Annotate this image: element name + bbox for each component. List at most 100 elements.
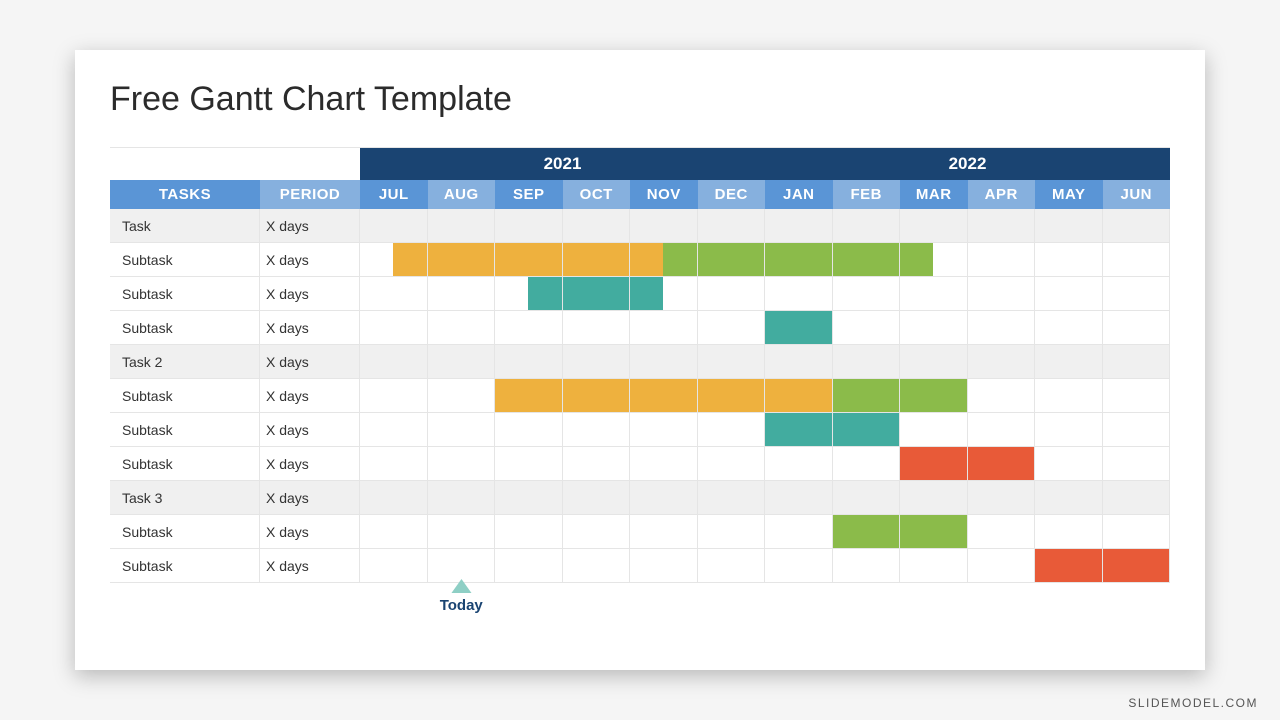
gantt-cell-r3-m10 xyxy=(1035,311,1103,345)
task-period-10: X days xyxy=(260,549,360,583)
gantt-cell-r2-m8 xyxy=(900,277,968,311)
gantt-cell-r10-m8 xyxy=(900,549,968,583)
gantt-cell-r0-m5 xyxy=(698,209,766,243)
gantt-cell-r5-m4 xyxy=(630,379,698,413)
gantt-cell-r10-m5 xyxy=(698,549,766,583)
gantt-bar-segment xyxy=(528,379,561,412)
gantt-cell-r3-m7 xyxy=(833,311,901,345)
gantt-cell-r2-m0 xyxy=(360,277,428,311)
gantt-cell-r5-m8 xyxy=(900,379,968,413)
gantt-cell-r2-m2 xyxy=(495,277,563,311)
gantt-cell-r10-m1 xyxy=(428,549,496,583)
task-name-7: Subtask xyxy=(110,447,260,481)
gantt-cell-r2-m1 xyxy=(428,277,496,311)
gantt-bar-segment xyxy=(866,515,899,548)
gantt-cell-r9-m4 xyxy=(630,515,698,549)
gantt-bar-segment xyxy=(798,311,831,344)
gantt-cell-r5-m5 xyxy=(698,379,766,413)
gantt-cell-r10-m10 xyxy=(1035,549,1103,583)
gantt-cell-r1-m7 xyxy=(833,243,901,277)
gantt-cell-r9-m9 xyxy=(968,515,1036,549)
gantt-cell-r10-m6 xyxy=(765,549,833,583)
gantt-bar-segment xyxy=(393,243,426,276)
gantt-cell-r3-m2 xyxy=(495,311,563,345)
gantt-bar-segment xyxy=(663,379,696,412)
gantt-cell-r0-m1 xyxy=(428,209,496,243)
gantt-cell-r4-m11 xyxy=(1103,345,1171,379)
task-name-0: Task xyxy=(110,209,260,243)
gantt-cell-r8-m10 xyxy=(1035,481,1103,515)
gantt-bar-segment xyxy=(563,379,596,412)
gantt-cell-r4-m2 xyxy=(495,345,563,379)
gantt-cell-r3-m11 xyxy=(1103,311,1171,345)
gantt-bar-segment xyxy=(765,413,798,446)
gantt-cell-r8-m8 xyxy=(900,481,968,515)
year-header-1: 2022 xyxy=(765,148,1170,180)
gantt-cell-r9-m0 xyxy=(360,515,428,549)
gantt-bar-segment xyxy=(698,379,731,412)
gantt-bar-segment xyxy=(731,379,764,412)
gantt-cell-r6-m9 xyxy=(968,413,1036,447)
gantt-bar-segment xyxy=(1035,549,1068,582)
month-header-apr: APR xyxy=(968,180,1036,209)
task-name-4: Task 2 xyxy=(110,345,260,379)
gantt-cell-r3-m0 xyxy=(360,311,428,345)
gantt-cell-r2-m7 xyxy=(833,277,901,311)
gantt-bar-segment xyxy=(798,413,831,446)
gantt-cell-r8-m4 xyxy=(630,481,698,515)
gantt-bar-segment xyxy=(833,515,866,548)
gantt-cell-r0-m9 xyxy=(968,209,1036,243)
month-header-aug: AUG xyxy=(428,180,496,209)
gantt-cell-r9-m8 xyxy=(900,515,968,549)
gantt-cell-r6-m10 xyxy=(1035,413,1103,447)
gantt-cell-r2-m6 xyxy=(765,277,833,311)
month-header-sep: SEP xyxy=(495,180,563,209)
gantt-cell-r1-m9 xyxy=(968,243,1036,277)
gantt-cell-r1-m11 xyxy=(1103,243,1171,277)
gantt-cell-r0-m4 xyxy=(630,209,698,243)
gantt-cell-r9-m11 xyxy=(1103,515,1171,549)
gantt-bar-segment xyxy=(968,447,1001,480)
gantt-cell-r8-m0 xyxy=(360,481,428,515)
gantt-cell-r8-m3 xyxy=(563,481,631,515)
month-header-feb: FEB xyxy=(833,180,901,209)
gantt-bar-segment xyxy=(900,243,933,276)
gantt-cell-r9-m3 xyxy=(563,515,631,549)
task-name-6: Subtask xyxy=(110,413,260,447)
gantt-bar-segment xyxy=(900,379,933,412)
gantt-bar-segment xyxy=(1103,549,1136,582)
gantt-cell-r6-m1 xyxy=(428,413,496,447)
task-period-2: X days xyxy=(260,277,360,311)
gantt-cell-r7-m0 xyxy=(360,447,428,481)
gantt-cell-r5-m0 xyxy=(360,379,428,413)
gantt-cell-r3-m3 xyxy=(563,311,631,345)
gantt-bar-segment xyxy=(765,311,798,344)
gantt-cell-r7-m5 xyxy=(698,447,766,481)
month-header-jul: JUL xyxy=(360,180,428,209)
gantt-bar-segment xyxy=(833,413,866,446)
gantt-cell-r4-m8 xyxy=(900,345,968,379)
task-name-10: Subtask xyxy=(110,549,260,583)
task-period-9: X days xyxy=(260,515,360,549)
gantt-bar-segment xyxy=(731,243,764,276)
gantt-cell-r6-m5 xyxy=(698,413,766,447)
gantt-bar-segment xyxy=(596,243,629,276)
gantt-bar-segment xyxy=(495,379,528,412)
year-header-0: 2021 xyxy=(360,148,765,180)
gantt-cell-r1-m3 xyxy=(563,243,631,277)
gantt-cell-r7-m4 xyxy=(630,447,698,481)
gantt-cell-r5-m9 xyxy=(968,379,1036,413)
gantt-cell-r6-m7 xyxy=(833,413,901,447)
today-triangle-icon xyxy=(451,579,471,593)
task-period-5: X days xyxy=(260,379,360,413)
gantt-bar-segment xyxy=(798,243,831,276)
gantt-bar-segment xyxy=(866,413,899,446)
gantt-cell-r8-m11 xyxy=(1103,481,1171,515)
gantt-cell-r6-m11 xyxy=(1103,413,1171,447)
gantt-cell-r10-m2 xyxy=(495,549,563,583)
gantt-cell-r7-m7 xyxy=(833,447,901,481)
gantt-cell-r0-m8 xyxy=(900,209,968,243)
gantt-cell-r10-m3 xyxy=(563,549,631,583)
gantt-cell-r9-m7 xyxy=(833,515,901,549)
gantt-bar-segment xyxy=(495,243,528,276)
